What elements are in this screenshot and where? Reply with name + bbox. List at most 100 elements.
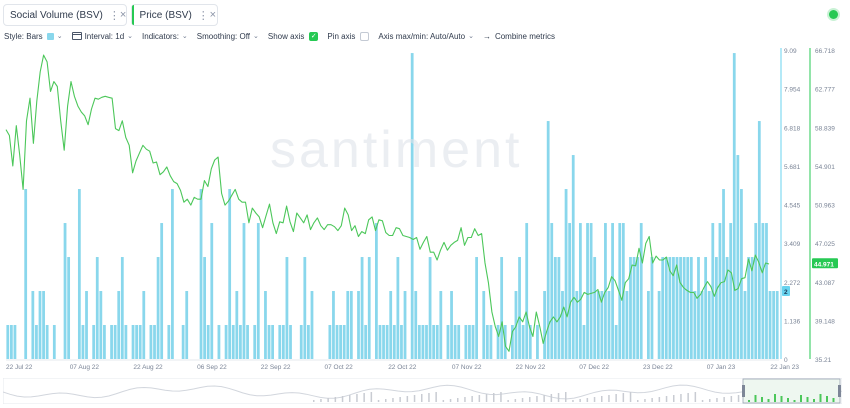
volume-bar [707, 291, 711, 359]
volume-bar [267, 325, 271, 359]
navigator-right-handle[interactable] [838, 385, 841, 397]
volume-axis-tick: 7.954 [784, 87, 801, 94]
calendar-icon [71, 32, 82, 40]
show-axis-checkbox[interactable]: ✓ [309, 31, 319, 41]
volume-bar [557, 257, 561, 359]
indicators-dropdown[interactable]: Indicators: ⌄ [142, 32, 188, 41]
volume-bar [99, 291, 103, 359]
pin-axis-checkbox[interactable] [360, 31, 370, 41]
volume-bar [500, 257, 504, 359]
social-volume-price-chart[interactable]: 9.09 7.954 6.818 5.681 4.545 3.409 2.272 1.136 0… [0, 44, 850, 374]
volume-bar [704, 257, 708, 359]
volume-bar [303, 257, 307, 359]
price-axis-tick: 62.777 [815, 87, 835, 94]
navigator-left-handle[interactable] [742, 385, 745, 397]
volume-bar [310, 291, 314, 359]
volume-bar [661, 257, 665, 359]
navigator-bar [694, 392, 697, 402]
chevron-down-icon: ⌄ [468, 33, 474, 40]
navigator-bar [485, 394, 488, 402]
x-axis-tick: 23 Dec 22 [643, 364, 673, 371]
volume-bar [468, 325, 471, 359]
volume-bar [489, 325, 493, 359]
metric-tab-price[interactable]: Price (BSV) ⋮ × [131, 4, 218, 26]
volume-bar [757, 121, 761, 359]
close-icon[interactable]: × [209, 9, 217, 21]
combine-metrics-button[interactable]: → Combine metrics [483, 32, 555, 41]
metric-menu-icon[interactable]: ⋮ [197, 9, 209, 22]
navigator-bar [392, 398, 394, 402]
navigator-bar [385, 399, 387, 402]
navigator-bar [687, 393, 689, 402]
volume-bar [389, 291, 393, 359]
navigator-bar [658, 397, 661, 402]
navigator-bar [356, 394, 358, 402]
navigator-selection[interactable] [742, 378, 841, 404]
navigator-bar [457, 398, 459, 402]
volume-bar [725, 257, 729, 359]
x-axis-tick: 22 Sep 22 [261, 364, 291, 371]
volume-bar [403, 291, 407, 359]
range-navigator[interactable] [3, 378, 842, 404]
volume-bar [24, 189, 28, 359]
show-axis-toggle[interactable]: Show axis ✓ [268, 31, 319, 41]
interval-dropdown[interactable]: Interval: 1d ⌄ [71, 31, 134, 41]
navigator-bar [737, 395, 740, 402]
navigator-selected-bar [813, 399, 815, 402]
axis-maxmin-label: Axis max/min: Auto/Auto [378, 31, 466, 41]
metric-menu-icon[interactable]: ⋮ [108, 9, 120, 22]
smoothing-dropdown[interactable]: Smoothing: Off ⌄ [197, 32, 259, 41]
volume-bar [536, 325, 539, 359]
volume-bar [485, 325, 489, 359]
chart-area[interactable]: 9.09 7.954 6.818 5.681 4.545 3.409 2.272 1.136 0… [0, 44, 850, 379]
x-axis-tick: 07 Nov 22 [452, 364, 482, 371]
volume-bar [264, 291, 267, 359]
navigator-bar [629, 392, 632, 402]
volume-bar [650, 257, 654, 359]
volume-bar [432, 325, 436, 359]
navigator-bar [593, 397, 596, 402]
volume-bar [378, 325, 382, 359]
navigator-selected-bar [774, 394, 776, 402]
volume-bar [775, 291, 779, 359]
navigator-bar [730, 396, 733, 402]
navigator-bar [313, 400, 315, 402]
close-icon[interactable]: × [119, 9, 127, 21]
chevron-down-icon: ⌄ [127, 33, 134, 40]
navigator-selected-bar [793, 400, 796, 402]
axis-maxmin-dropdown[interactable]: Axis max/min: Auto/Auto ⌄ [378, 32, 474, 41]
navigator-bar [334, 397, 337, 402]
interval-label: Interval: 1d [84, 31, 125, 41]
volume-bar [564, 189, 568, 359]
bar-color-swatch[interactable] [46, 32, 54, 40]
volume-bar [103, 325, 106, 359]
volume-bar [543, 291, 546, 359]
volume-bar [682, 257, 686, 359]
navigator-bar [399, 397, 401, 402]
volume-bar [736, 155, 740, 359]
volume-bar [138, 325, 142, 359]
volume-bar [722, 189, 725, 359]
smoothing-label: Smoothing: Off [196, 31, 251, 41]
volume-bar [446, 325, 450, 359]
style-dropdown[interactable]: Style: Bars ⌄ [4, 32, 63, 41]
volume-bar [636, 257, 640, 359]
x-axis-tick: 22 Jul 22 [6, 364, 33, 371]
metric-tab-social-volume[interactable]: Social Volume (BSV) ⋮ × [3, 4, 127, 26]
volume-bar [768, 291, 772, 359]
price-axis-tick: 54.901 [815, 164, 835, 171]
volume-bar [750, 257, 754, 359]
volume-axis-tick: 4.545 [784, 203, 801, 210]
navigator-selected-bar [787, 398, 789, 402]
volume-bar [357, 291, 360, 359]
pin-axis-toggle[interactable]: Pin axis [327, 31, 370, 41]
volume-bar [743, 291, 747, 359]
volume-bar [253, 325, 257, 359]
volume-axis-tick: 5.681 [784, 164, 801, 171]
volume-bar [414, 291, 418, 359]
volume-axis-tick: 9.09 [784, 48, 797, 55]
navigator-bar [341, 396, 344, 402]
volume-bar [435, 325, 439, 359]
volume-bar [246, 325, 249, 359]
volume-bar [672, 257, 675, 359]
